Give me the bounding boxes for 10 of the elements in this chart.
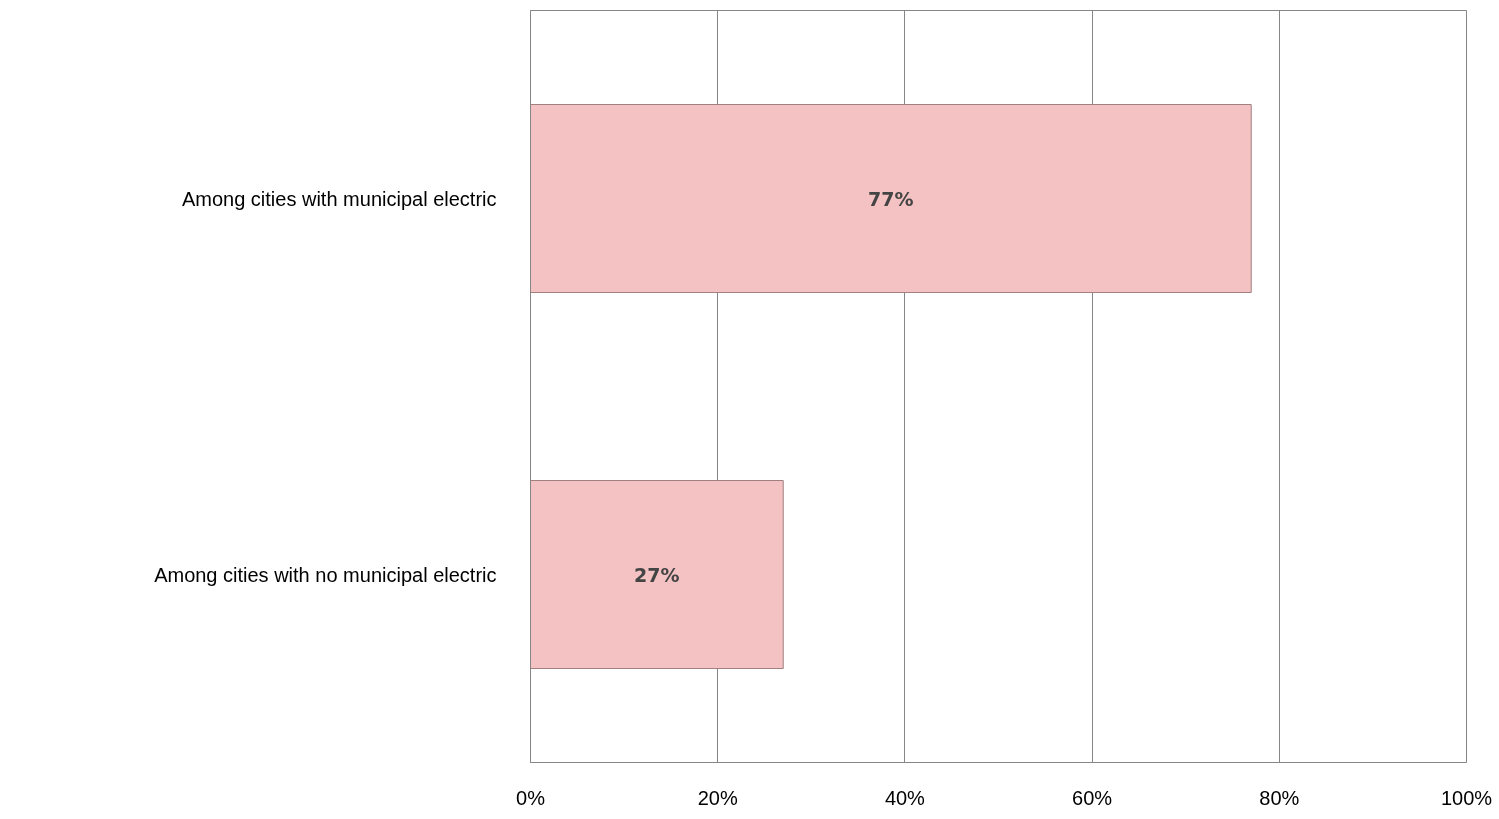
y-tick-label: Among cities with municipal electric bbox=[181, 187, 497, 210]
x-tick-label: 20% bbox=[697, 786, 738, 809]
x-tick-label: 80% bbox=[1259, 786, 1300, 809]
x-tick-label: 0% bbox=[516, 786, 546, 809]
y-tick-label: Among cities with no municipal electric bbox=[154, 563, 497, 586]
data-label: 77% bbox=[868, 187, 914, 210]
x-tick-label: 100% bbox=[1440, 786, 1493, 809]
x-tick-label: 60% bbox=[1072, 786, 1113, 809]
x-tick-label: 40% bbox=[884, 786, 926, 809]
data-label: 27% bbox=[634, 563, 680, 586]
